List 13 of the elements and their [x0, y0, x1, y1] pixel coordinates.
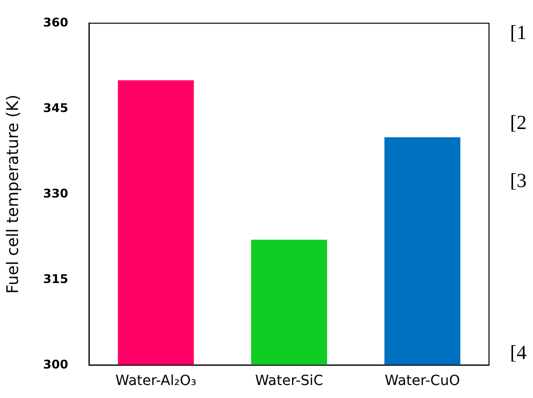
- y-tick-label: 300: [43, 357, 68, 372]
- text: [4: [510, 342, 527, 365]
- x-tick-label: Water-SiC: [255, 373, 324, 390]
- x-tick-label: Water-CuO: [384, 373, 460, 390]
- y-tick-label: 315: [43, 272, 68, 286]
- y-tick-label: 360: [43, 15, 68, 30]
- text: [1: [510, 22, 527, 45]
- y-tick-label: 330: [43, 186, 68, 200]
- text: [3: [510, 170, 527, 193]
- x-tick-label: Water-Al₂O₃: [115, 373, 196, 390]
- y-axis-title: Fuel cell temperature (K): [2, 94, 22, 294]
- text: [2: [510, 112, 527, 135]
- y-tick-label: 345: [43, 100, 68, 115]
